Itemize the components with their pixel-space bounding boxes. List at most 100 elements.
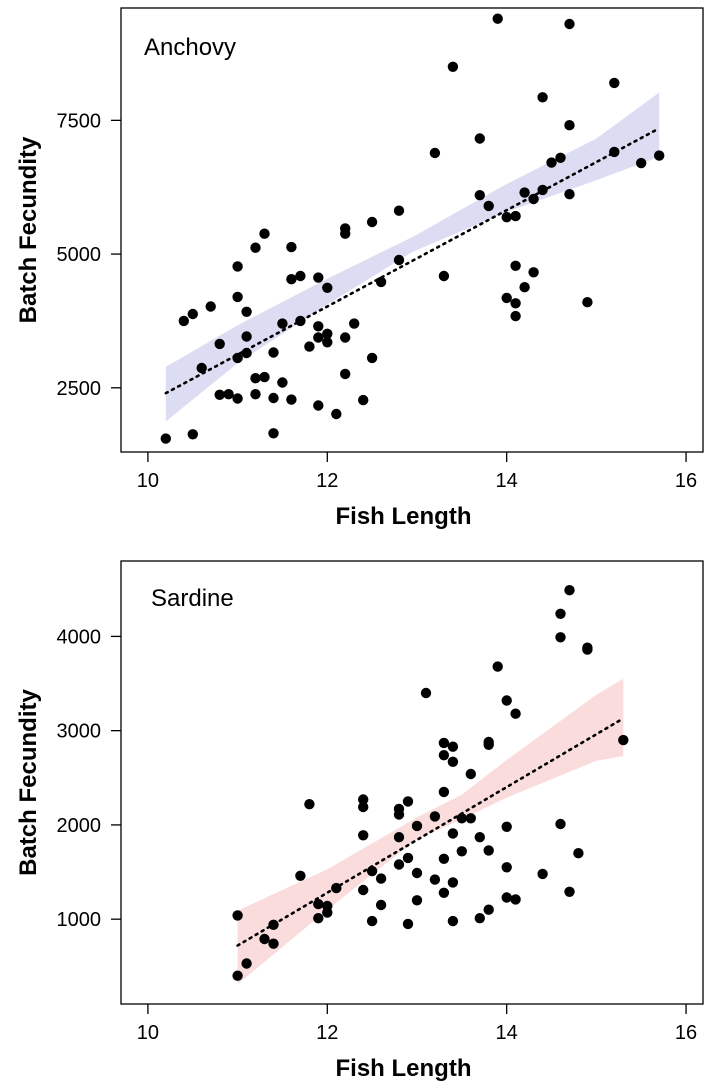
anchovy-point (492, 13, 503, 24)
anchovy-point (501, 292, 512, 304)
sardine-x-tick-label: 14 (496, 1022, 518, 1044)
anchovy-point (232, 352, 243, 364)
anchovy-point (241, 306, 252, 317)
sardine-point (492, 661, 503, 672)
sardine-point (358, 830, 369, 841)
anchovy-point (609, 146, 620, 158)
sardine-point (510, 708, 521, 719)
sardine-point (483, 904, 494, 915)
anchovy-point (160, 433, 171, 444)
sardine-point (331, 882, 342, 894)
anchovy-point (250, 389, 261, 400)
anchovy-point (546, 157, 557, 168)
anchovy-point (564, 189, 575, 200)
sardine-trend-line (236, 717, 625, 947)
anchovy-x-tick-label: 12 (316, 470, 338, 492)
anchovy-point (438, 270, 450, 282)
anchovy-point (178, 315, 189, 327)
anchovy-point (286, 241, 297, 253)
anchovy-point (349, 318, 360, 329)
anchovy-point (564, 120, 575, 131)
anchovy-x-axis-title: Fish Length (336, 503, 472, 530)
anchovy-point (196, 362, 207, 374)
sardine-point (555, 608, 566, 619)
sardine-y-tick-label: 3000 (57, 721, 102, 743)
sardine-point (573, 848, 584, 859)
anchovy-point (232, 393, 243, 404)
sardine-point (366, 915, 378, 927)
sardine-x-axis-title: Fish Length (336, 1055, 472, 1082)
anchovy-plot-frame (120, 7, 704, 453)
sardine-point (456, 813, 467, 824)
anchovy-point (223, 389, 234, 400)
sardine-point (438, 750, 450, 761)
sardine-point (304, 799, 315, 810)
anchovy-x-tick-label: 16 (675, 470, 697, 492)
anchovy-y-axis-title: Batch Fecundity (15, 136, 42, 323)
anchovy-x-tick-label: 14 (496, 470, 518, 492)
anchovy-point (582, 297, 593, 308)
anchovy-point (340, 332, 351, 343)
anchovy-point (205, 301, 216, 312)
anchovy-point (510, 298, 521, 309)
anchovy-point (537, 92, 548, 103)
sardine-y-tick-label: 4000 (57, 626, 102, 648)
sardine-point (232, 910, 243, 921)
sardine-point (456, 846, 467, 857)
sardine-point (268, 938, 279, 949)
sardine-point (447, 915, 459, 927)
anchovy-point (528, 193, 539, 205)
anchovy-point (474, 190, 485, 201)
sardine-point (393, 832, 405, 843)
anchovy-point (259, 371, 270, 383)
sardine-point (411, 895, 423, 906)
sardine-x-tick-label: 12 (316, 1022, 338, 1044)
sardine-point (564, 585, 575, 596)
sardine-point (501, 821, 512, 832)
anchovy-point (259, 228, 270, 239)
sardine-panel: 10 12 14 16 1000 2000 3000 4000 Fish Length Batch… (15, 560, 704, 1082)
sardine-point (438, 737, 450, 749)
anchovy-point (250, 242, 261, 253)
anchovy-point (295, 270, 306, 282)
sardine-point (447, 877, 459, 888)
sardine-point (366, 865, 378, 877)
sardine-point (465, 768, 476, 780)
anchovy-confidence-band (165, 92, 660, 422)
anchovy-point (366, 352, 378, 364)
anchovy-point (268, 347, 279, 358)
anchovy-point (250, 373, 261, 384)
sardine-point (313, 898, 324, 910)
anchovy-y-tick-label: 2500 (57, 378, 102, 400)
anchovy-point (366, 216, 378, 228)
sardine-point (402, 918, 414, 930)
sardine-point (259, 933, 270, 945)
anchovy-point (393, 205, 405, 216)
anchovy-panel-label: Anchovy (144, 34, 236, 61)
sardine-point (501, 862, 512, 873)
sardine-point (483, 845, 494, 856)
sardine-point (411, 820, 423, 832)
anchovy-point (241, 331, 252, 342)
anchovy-point (474, 133, 485, 144)
anchovy-point (483, 200, 494, 212)
anchovy-point (322, 337, 333, 348)
sardine-point (358, 801, 369, 813)
anchovy-point (286, 274, 297, 285)
anchovy-point (322, 282, 333, 293)
anchovy-y-tick-label: 5000 (57, 244, 102, 266)
sardine-point (420, 687, 432, 699)
sardine-point (393, 809, 405, 820)
sardine-y-tick-label: 2000 (57, 815, 102, 837)
anchovy-point (277, 377, 288, 388)
anchovy-point (501, 212, 512, 223)
sardine-point (241, 958, 252, 969)
anchovy-point (331, 408, 342, 420)
anchovy-point (214, 338, 225, 350)
sardine-plot-frame (120, 560, 704, 1005)
anchovy-point (313, 332, 324, 343)
anchovy-point (313, 400, 324, 411)
sardine-point (268, 919, 279, 930)
sardine-point (375, 899, 387, 911)
